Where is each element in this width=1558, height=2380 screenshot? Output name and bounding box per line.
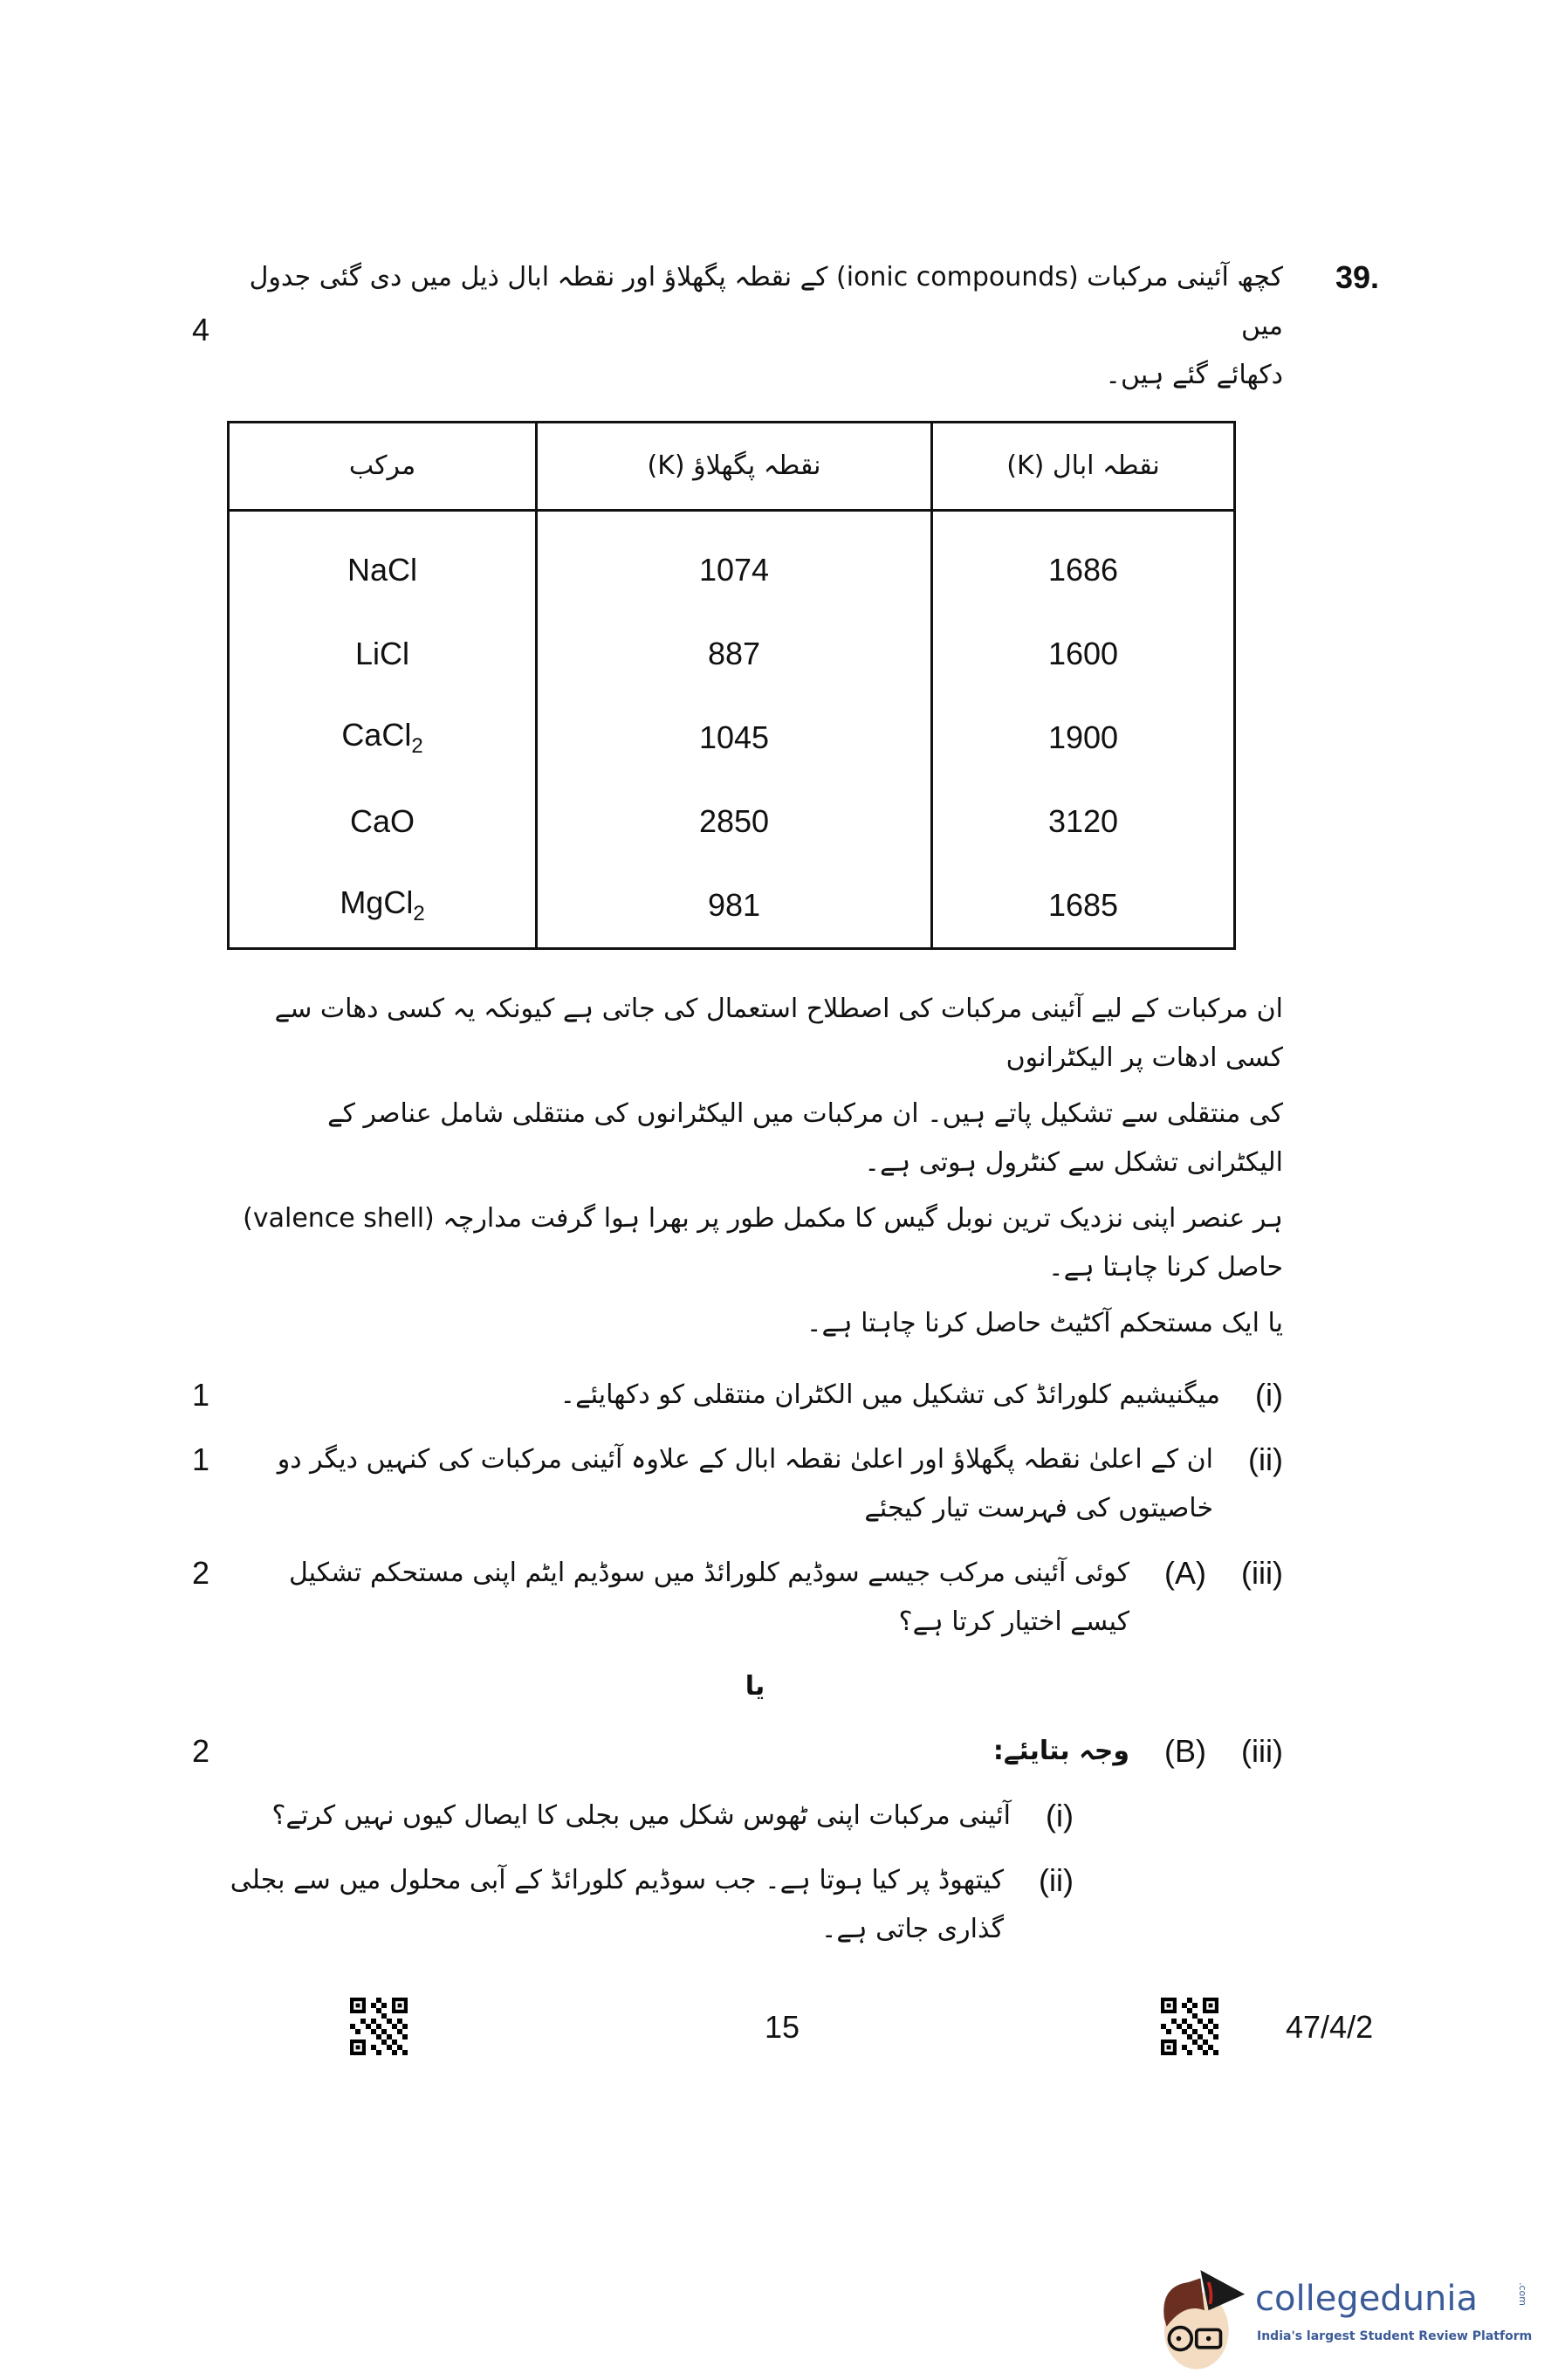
formula-subscript: 2 xyxy=(413,902,425,926)
subq-iiiB-part-i-text: آئینی مرکبات اپنی ٹھوس شکل میں بجلی کا ا… xyxy=(271,1800,1011,1831)
subq-iiiB-option: (B) xyxy=(1163,1733,1206,1769)
subq-iiiA-option: (A) xyxy=(1163,1555,1206,1591)
question-number: 39. xyxy=(1335,259,1379,295)
melting-point-cell: 981 xyxy=(535,863,933,949)
subq-iiiB-marks: 2 xyxy=(191,1733,210,1769)
compound-cell: LiCl xyxy=(227,612,538,696)
brand-domain: .com xyxy=(1517,2282,1528,2306)
compound-formula: LiCl xyxy=(354,636,409,671)
qr-code-icon xyxy=(1161,1998,1218,2055)
subq-i-row: 1 (i) میگنیشیم کلورائڈ کی تشکیل میں الکٹ… xyxy=(175,1371,1379,1420)
compound-formula: CaCl xyxy=(341,716,412,753)
paper-code: 47/4/2 xyxy=(1286,2009,1374,2045)
question-intro-row: 4 کچھ آئینی مرکبات (ionic compounds) کے … xyxy=(175,253,1379,1355)
subq-ii-label: (ii) xyxy=(1248,1441,1283,1477)
subq-iiiB-part-ii-text: کیتھوڈ پر کیا ہوتا ہے۔ جب سوڈیم کلورائڈ … xyxy=(230,1865,1004,1944)
brand-name: collegedunia xyxy=(1255,2279,1479,2319)
brand-tagline: India's largest Student Review Platform xyxy=(1257,2329,1533,2343)
compound-cell: NaCl xyxy=(227,510,538,612)
boiling-point-cell: 1685 xyxy=(930,863,1236,949)
subq-i-marks: 1 xyxy=(191,1377,210,1413)
subq-i-text: میگنیشیم کلورائڈ کی تشکیل میں الکٹران من… xyxy=(559,1379,1220,1410)
question-marks: 4 xyxy=(191,312,210,347)
compound-formula: NaCl xyxy=(347,552,417,588)
table-row: MgCl2 981 1685 xyxy=(227,863,1236,949)
compound-cell: CaO xyxy=(227,780,538,863)
paragraph-line-1: ان مرکبات کے لیے آئینی مرکبات کی اصطلاح … xyxy=(274,994,1283,1073)
subq-iiiA-marks: 2 xyxy=(191,1555,210,1591)
subq-iiiB-part-ii-row: (ii) کیتھوڈ پر کیا ہوتا ہے۔ جب سوڈیم کلو… xyxy=(175,1856,1379,1954)
subq-iiiB-row: 2 (iii) (B) وجہ بتایئے: xyxy=(175,1727,1379,1776)
compound-formula: MgCl xyxy=(340,884,414,920)
subq-ii-text: ان کے اعلیٰ نقطہ پگھلاؤ اور اعلیٰ نقطہ ا… xyxy=(277,1444,1213,1524)
table-row: NaCl 1074 1686 xyxy=(227,510,1236,612)
question-intro-line1: کچھ آئینی مرکبات (ionic compounds) کے نق… xyxy=(249,262,1283,341)
header-compound: مرکب xyxy=(227,421,538,512)
paragraph-line-3: ہر عنصر اپنی نزدیک ترین نوبل گیس کا مکمل… xyxy=(243,1203,1283,1283)
question-block: 4 کچھ آئینی مرکبات (ionic compounds) کے … xyxy=(175,253,1379,2067)
header-boiling-point: نقطہ ابال (K) xyxy=(930,421,1236,512)
table-row: LiCl 887 1600 xyxy=(227,612,1236,696)
qr-code-icon xyxy=(350,1998,408,2055)
formula-subscript: 2 xyxy=(411,734,423,759)
table-row: CaO 2850 3120 xyxy=(227,780,1236,863)
subq-iiiB-part-ii-label: (ii) xyxy=(1039,1862,1074,1898)
question-intro-line2: دکھائے گئے ہیں۔ xyxy=(1105,360,1283,390)
or-row: یا xyxy=(175,1662,1379,1711)
table-row: CaCl2 1045 1900 xyxy=(227,696,1236,780)
subq-ii-row: 1 (ii) ان کے اعلیٰ نقطہ پگھلاؤ اور اعلیٰ… xyxy=(175,1435,1379,1533)
subq-iiiB-label: (iii) xyxy=(1241,1733,1283,1769)
compound-formula: CaO xyxy=(349,803,415,839)
boiling-point-cell: 1900 xyxy=(930,696,1236,780)
or-divider: یا xyxy=(745,1671,765,1702)
subq-iiiA-text: کوئی آئینی مرکب جیسے سوڈیم کلورائڈ میں س… xyxy=(288,1558,1129,1637)
page-number: 15 xyxy=(765,2009,800,2045)
table-header-row: مرکب نقطہ پگھلاؤ (K) نقطہ ابال (K) xyxy=(227,421,1236,512)
header-melting-point: نقطہ پگھلاؤ (K) xyxy=(535,421,933,512)
melting-point-cell: 887 xyxy=(535,612,933,696)
page-footer: 15 47/4/2 xyxy=(175,1998,1379,2067)
mascot-icon xyxy=(1163,2270,1246,2370)
subq-iiiA-label: (iii) xyxy=(1241,1555,1283,1591)
subq-iiiA-row: 2 (iii) (A) کوئی آئینی مرکب جیسے سوڈیم ک… xyxy=(175,1549,1379,1647)
melting-point-cell: 2850 xyxy=(535,780,933,863)
paragraph-line-2: کی منتقلی سے تشکیل پاتے ہیں۔ ان مرکبات م… xyxy=(327,1098,1283,1178)
subq-i-label: (i) xyxy=(1255,1377,1283,1413)
boiling-point-cell: 3120 xyxy=(930,780,1236,863)
paragraph-line-4: یا ایک مستحکم آکٹیٹ حاصل کرنا چاہتا ہے۔ xyxy=(806,1308,1283,1338)
subq-ii-marks: 1 xyxy=(191,1441,210,1477)
melting-point-cell: 1045 xyxy=(535,696,933,780)
compound-cell: CaCl2 xyxy=(227,696,538,780)
collegedunia-watermark: collegedunia .com India's largest Studen… xyxy=(1152,2260,1536,2377)
subq-iiiB-part-i-row: (i) آئینی مرکبات اپنی ٹھوس شکل میں بجلی … xyxy=(175,1792,1379,1840)
boiling-point-cell: 1600 xyxy=(930,612,1236,696)
subq-iiiB-text: وجہ بتایئے: xyxy=(992,1736,1129,1766)
compounds-table: مرکب نقطہ پگھلاؤ (K) نقطہ ابال (K) NaCl 1… xyxy=(227,421,1236,950)
melting-point-cell: 1074 xyxy=(535,510,933,612)
subq-iiiB-part-i-label: (i) xyxy=(1046,1798,1074,1833)
compound-cell: MgCl2 xyxy=(227,863,538,949)
boiling-point-cell: 1686 xyxy=(930,510,1236,612)
